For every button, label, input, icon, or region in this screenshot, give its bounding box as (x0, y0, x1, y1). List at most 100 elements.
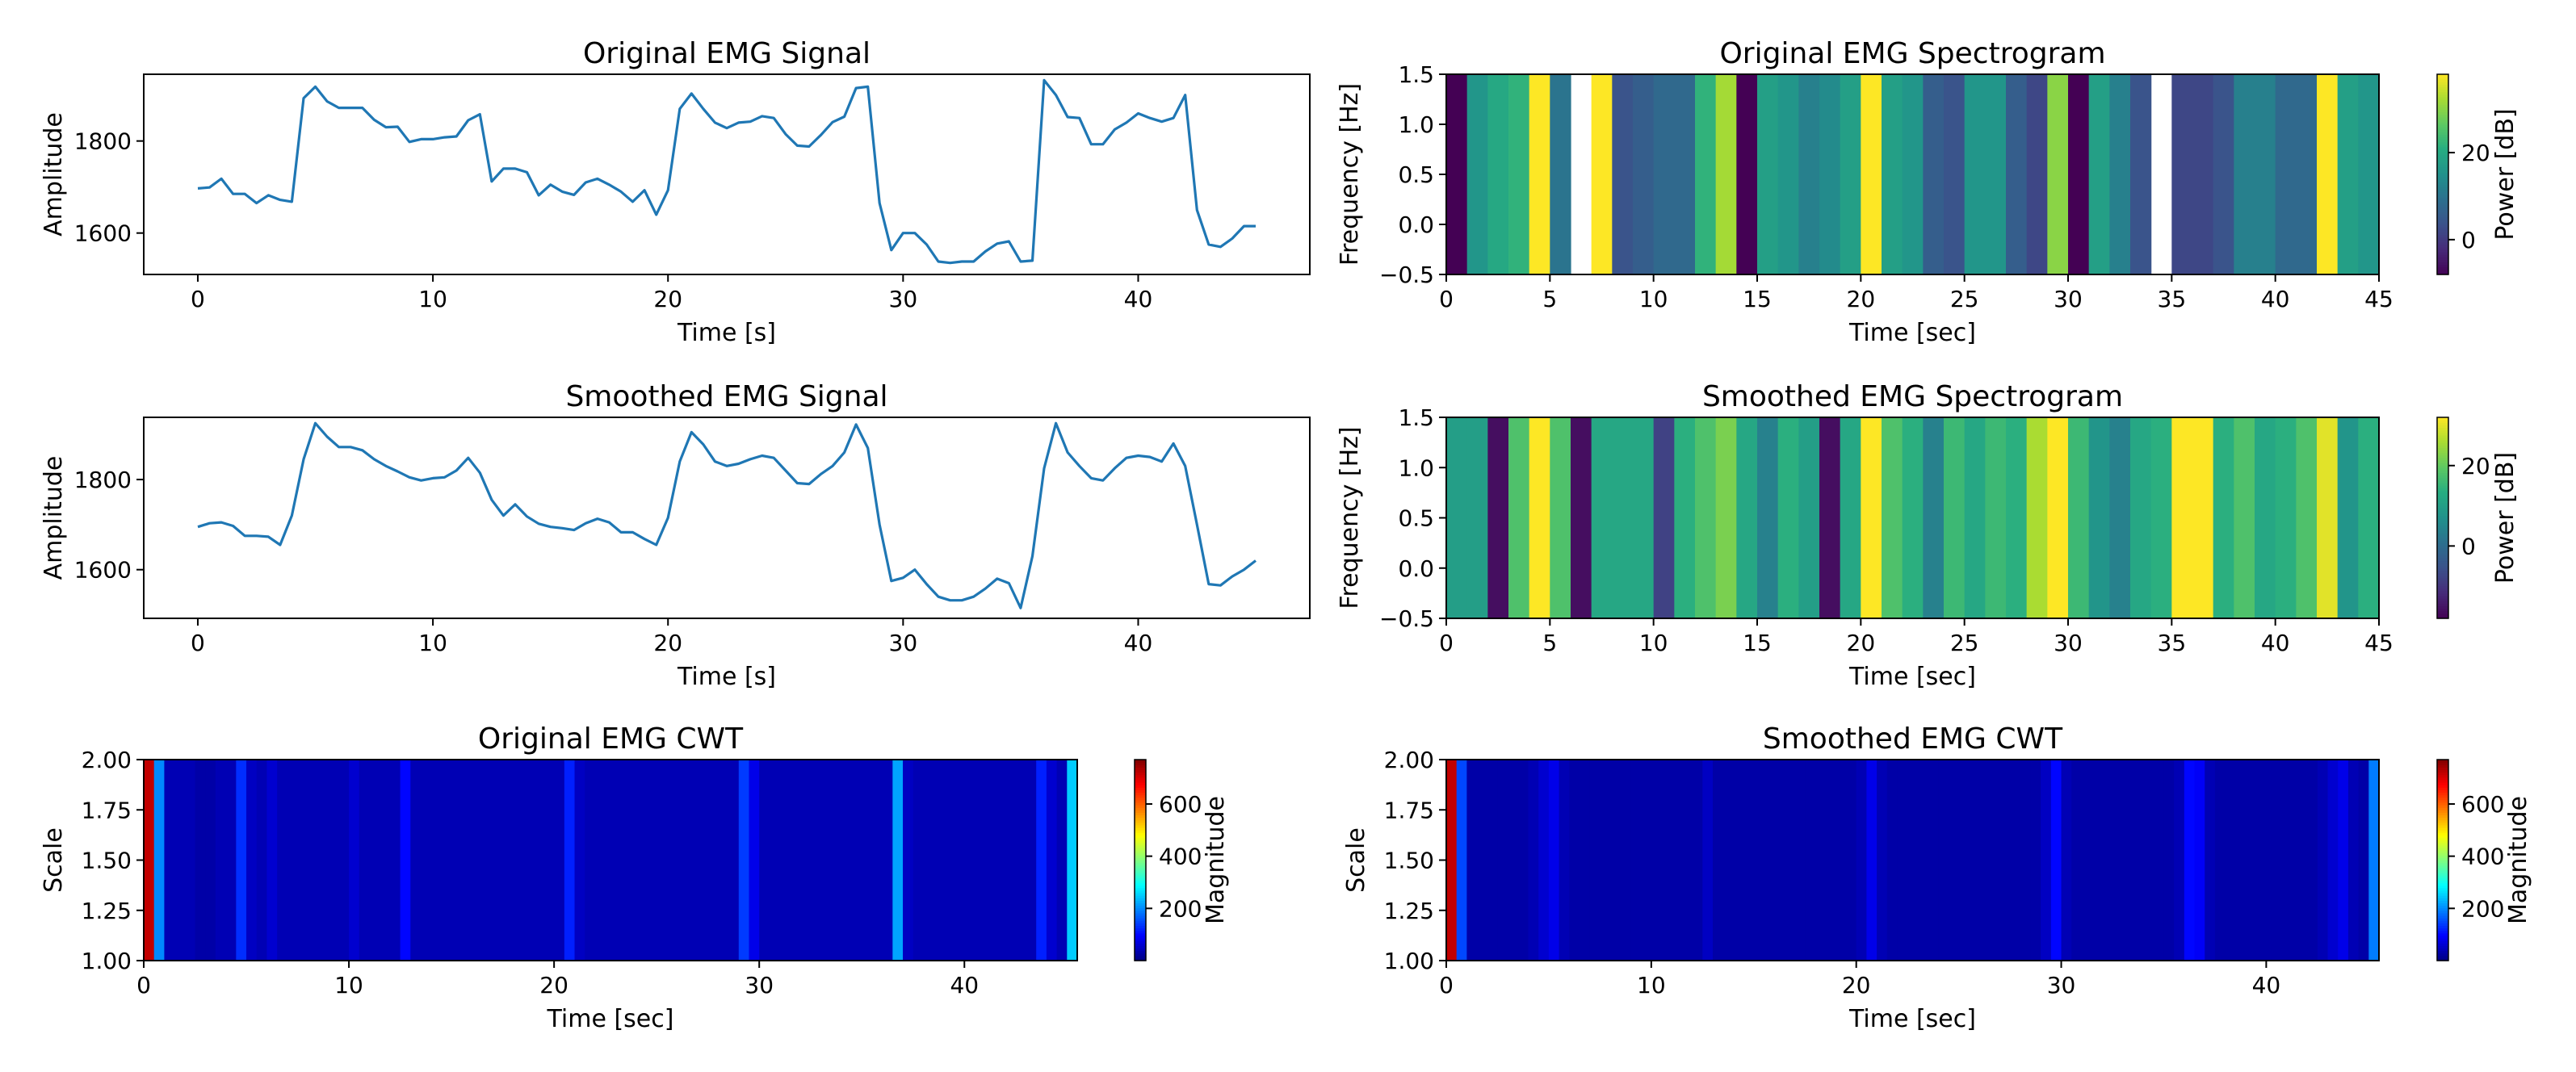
heatmap-cell (1591, 417, 1613, 618)
colorbar-segment (2437, 558, 2448, 562)
heatmap-cell (2225, 760, 2236, 961)
heatmap-cell (2296, 417, 2318, 618)
colorbar-segment (2437, 517, 2448, 521)
chart-title: Original EMG CWT (478, 722, 744, 756)
colorbar-segment (2437, 109, 2448, 113)
colorbar-segment (2437, 892, 2448, 896)
heatmap-cell (2213, 417, 2234, 618)
heatmap-cell (1923, 74, 1945, 274)
colorbar-segment (1135, 760, 1146, 763)
colorbar-segment (2437, 495, 2448, 499)
y-axis-label: Scale (40, 827, 68, 893)
colorbar-segment (1135, 918, 1146, 921)
colorbar-segment (1135, 799, 1146, 803)
colorbar-segment (2437, 760, 2448, 763)
y-tick-label: 1.0 (1398, 454, 1434, 481)
x-tick-label: 20 (1847, 286, 1876, 312)
colorbar-segment (1135, 895, 1146, 898)
colorbar-segment (2437, 204, 2448, 207)
heatmap-cell (984, 760, 996, 961)
heatmap-cell (738, 760, 750, 961)
heatmap-cell (1005, 760, 1017, 961)
heatmap-cell (1477, 760, 1488, 961)
heatmap-cell (1026, 760, 1037, 961)
colorbar: 200 400 600 Magnitude (1134, 759, 1230, 961)
heatmap-cell (862, 760, 873, 961)
heatmap-cell (2122, 760, 2133, 961)
colorbar-segment (2437, 830, 2448, 833)
colorbar-segment (2437, 177, 2448, 180)
heatmap-cell (2358, 74, 2380, 274)
colorbar-segment (2437, 576, 2448, 579)
heatmap-cell (2030, 760, 2041, 961)
heatmap-cell (1702, 760, 1714, 961)
heatmap-cell (174, 760, 186, 961)
colorbar-segment (2437, 434, 2448, 438)
heatmap-cell (533, 760, 545, 961)
colorbar-segment (1135, 774, 1146, 778)
heatmap-cell (677, 760, 688, 961)
heatmap-cell (287, 760, 299, 961)
x-tick-label: 10 (334, 972, 363, 999)
colorbar-segment (2437, 598, 2448, 601)
colorbar-segment (1135, 802, 1146, 806)
heatmap-cell (1653, 74, 1675, 274)
colorbar-segment (1135, 910, 1146, 914)
colorbar-segment (1135, 920, 1146, 923)
colorbar-segment (2437, 104, 2448, 107)
y-axis-label: Amplitude (40, 112, 68, 237)
heatmap-cell (605, 760, 616, 961)
colorbar-tick-label: 200 (1159, 895, 1202, 922)
colorbar-segment (2437, 794, 2448, 798)
colorbar-segment (2437, 764, 2448, 768)
heatmap-cell (1840, 417, 1861, 618)
heatmap-cell (554, 760, 565, 961)
colorbar-segment (1135, 937, 1146, 941)
colorbar-tick-label: 400 (2461, 844, 2504, 870)
colorbar-segment (2437, 787, 2448, 790)
colorbar-segment (2437, 89, 2448, 93)
colorbar-segment (2437, 910, 2448, 914)
colorbar-segment (2437, 459, 2448, 463)
heatmap-cell (256, 760, 268, 961)
heatmap-cell (687, 760, 699, 961)
colorbar-segment (2437, 940, 2448, 944)
colorbar-segment (2437, 146, 2448, 150)
colorbar-segment (2437, 880, 2448, 884)
y-tick-label: 0.0 (1398, 211, 1434, 238)
heatmap-cell (697, 760, 709, 961)
y-tick-label: 1600 (74, 557, 132, 584)
heatmap-cell (1989, 760, 2000, 961)
colorbar-segment (2437, 869, 2448, 873)
colorbar-segment (2437, 943, 2448, 946)
colorbar-segment (1135, 865, 1146, 869)
heatmap-cell (2088, 74, 2110, 274)
colorbar-frame (1134, 759, 1147, 961)
heatmap-cell (472, 760, 483, 961)
colorbar-segment (2437, 442, 2448, 446)
colorbar-segment (2437, 492, 2448, 496)
colorbar-segment (2437, 266, 2448, 270)
y-tick-label: 1.5 (1398, 61, 1434, 88)
heatmap-cell (1569, 760, 1580, 961)
colorbar-segment (2437, 805, 2448, 808)
colorbar-segment (2437, 867, 2448, 871)
colorbar-segment (2437, 422, 2448, 425)
colorbar-segment (2437, 603, 2448, 607)
heatmap-cell (1861, 74, 1882, 274)
heatmap-cell (1938, 760, 1949, 961)
heatmap-cell (2205, 760, 2216, 961)
colorbar-segment (1135, 880, 1146, 884)
y-tick-label: −0.5 (1379, 605, 1434, 632)
y-tick-label: 1.00 (82, 948, 132, 974)
colorbar-segment (2437, 555, 2448, 559)
heatmap-cell (707, 760, 719, 961)
colorbar-segment (2437, 234, 2448, 238)
colorbar-segment (2437, 447, 2448, 451)
colorbar-segment (2437, 915, 2448, 919)
colorbar-segment (1135, 827, 1146, 831)
colorbar-segment (1135, 819, 1146, 823)
colorbar-segment (1135, 875, 1146, 878)
colorbar-segment (1135, 782, 1146, 785)
colorbar-segment (2437, 141, 2448, 145)
